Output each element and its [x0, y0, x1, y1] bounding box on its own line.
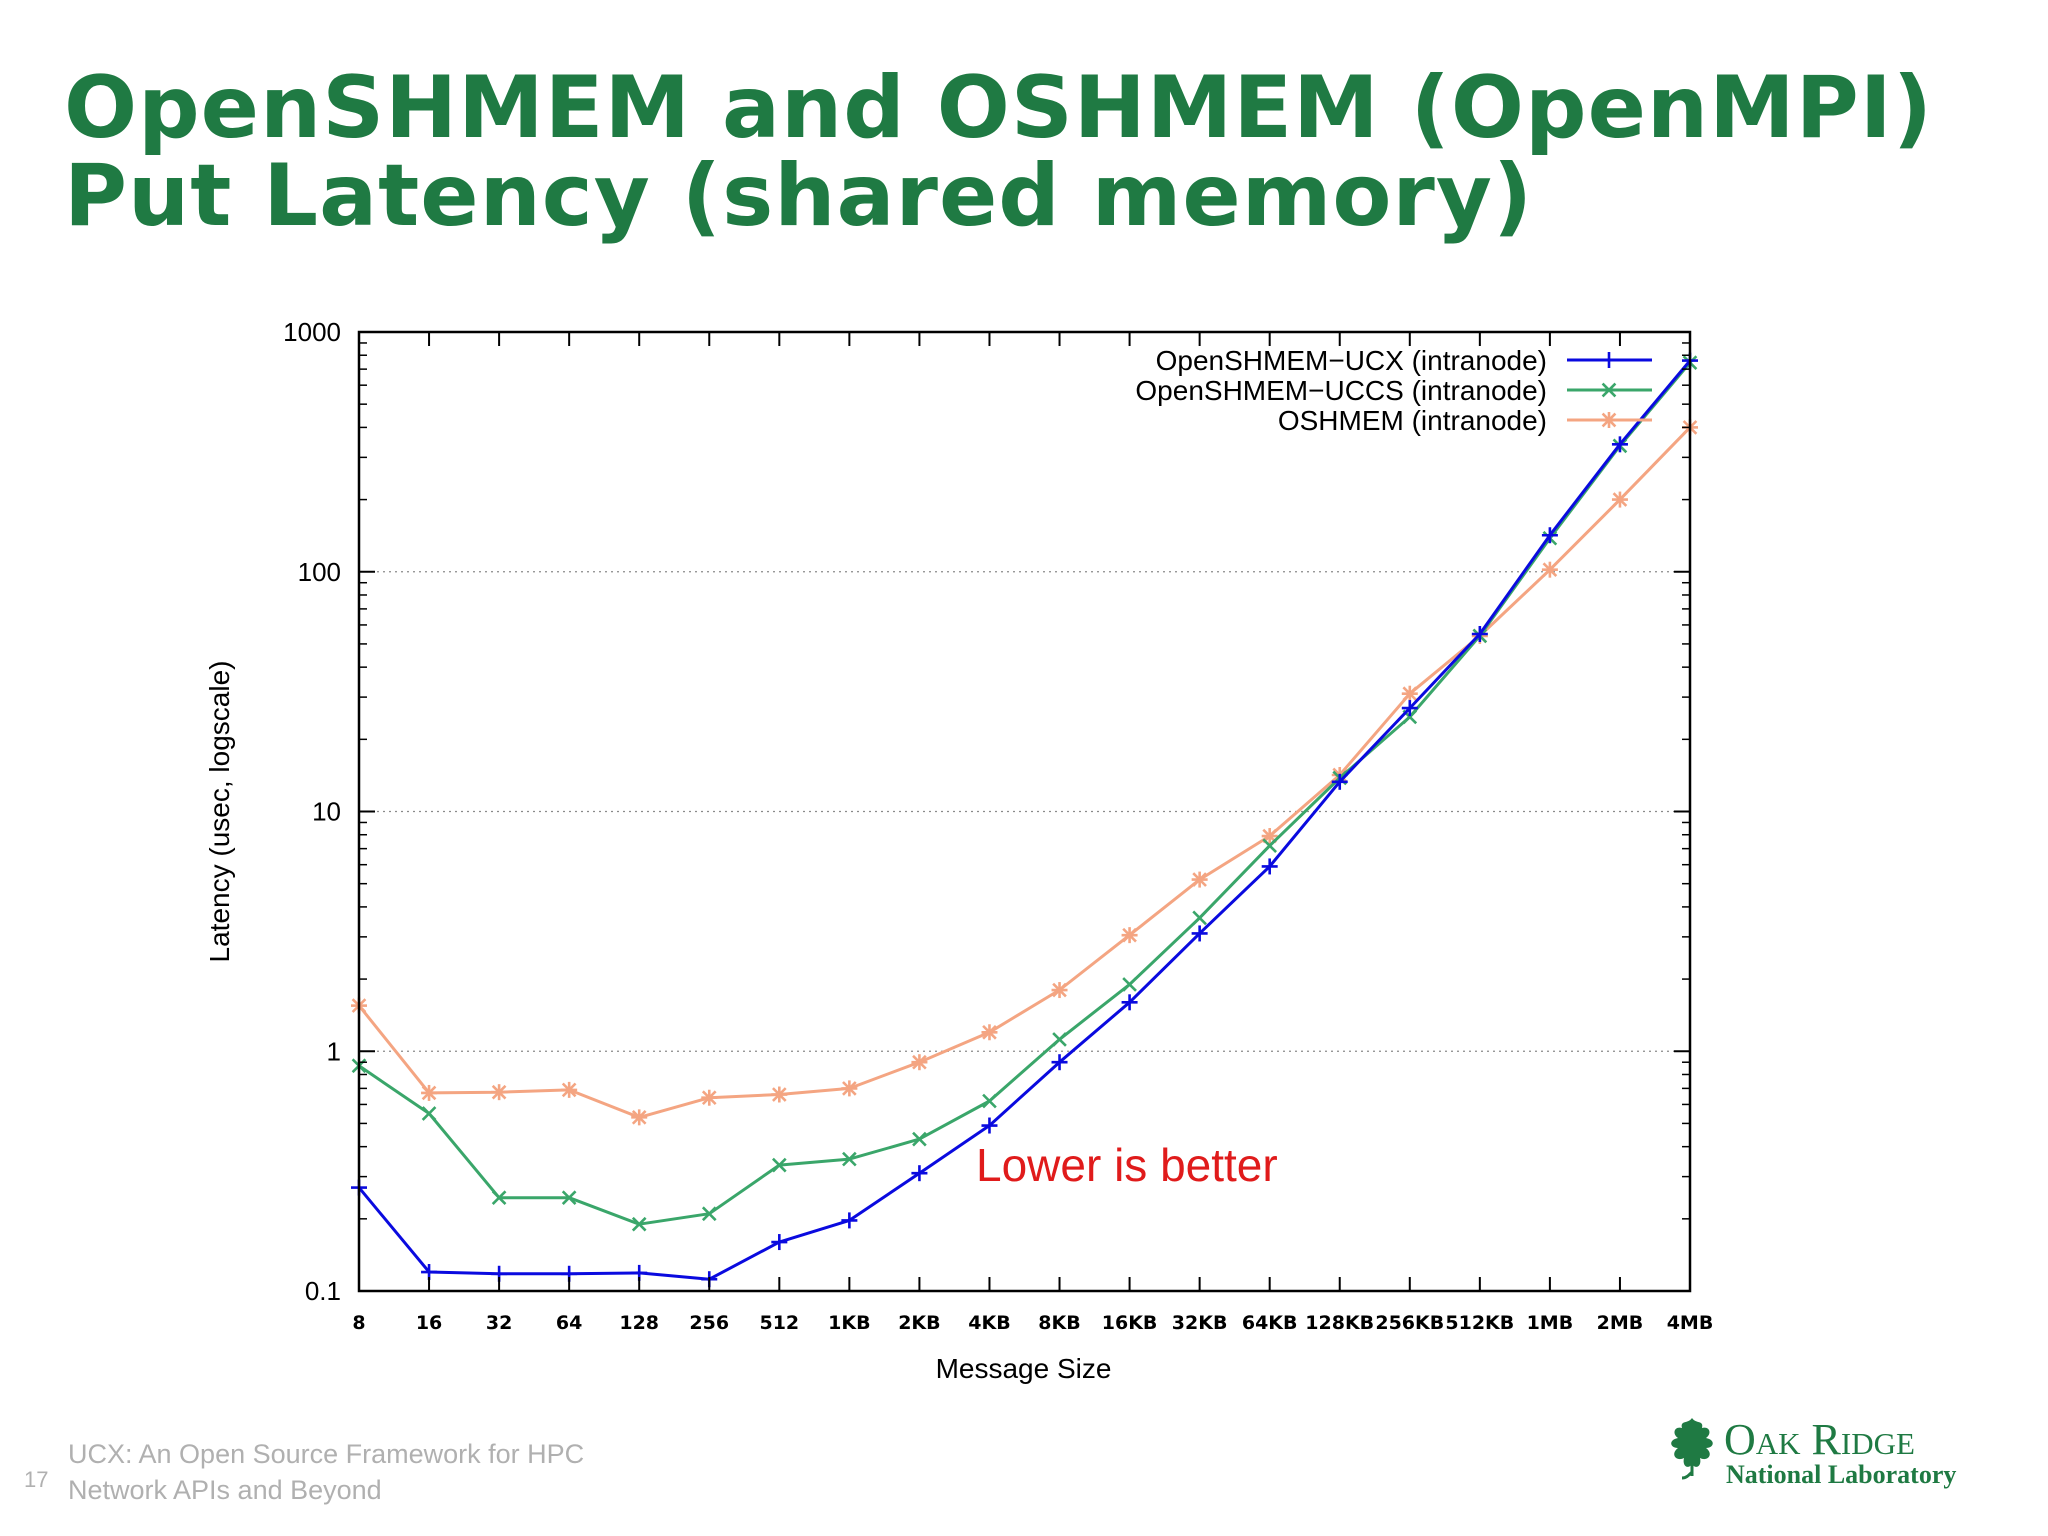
x-tick-label: 2KB	[898, 1312, 940, 1334]
series-line	[357, 359, 1692, 1281]
data-point	[841, 1080, 858, 1097]
legend-label: OSHMEM (intranode)	[1278, 405, 1547, 436]
data-point	[1191, 871, 1208, 888]
slide-title-line-2: Put Latency (shared memory)	[64, 146, 1534, 246]
data-point	[771, 1234, 788, 1251]
page-number: 17	[24, 1467, 49, 1492]
y-tick-label: 10	[312, 797, 341, 827]
series-2	[351, 419, 1698, 1126]
x-tick-label: 8	[352, 1312, 365, 1334]
data-point	[1262, 838, 1278, 854]
data-point	[1601, 412, 1617, 428]
x-tick-label: 512KB	[1445, 1312, 1514, 1334]
data-point	[982, 1093, 997, 1109]
slide-title-line-1: OpenSHMEM and OSHMEM (OpenMPI)	[64, 58, 1934, 158]
data-point	[1331, 773, 1348, 790]
legend-label: OpenSHMEM−UCCS (intranode)	[1135, 375, 1547, 406]
data-point	[1051, 1054, 1068, 1071]
data-point	[912, 1131, 927, 1147]
x-tick-label: 2MB	[1597, 1312, 1644, 1334]
x-tick-label: 128KB	[1305, 1312, 1374, 1334]
y-tick-label: 1000	[283, 317, 341, 347]
data-point	[561, 1190, 577, 1206]
data-point	[1052, 1032, 1067, 1047]
chart-series	[351, 352, 1698, 1288]
x-tick-label: 512	[759, 1312, 799, 1334]
series-1	[351, 355, 1698, 1232]
x-tick-label: 16	[416, 1312, 442, 1334]
x-tick-label: 128	[619, 1312, 659, 1334]
data-point	[771, 1157, 787, 1173]
data-point	[1401, 685, 1418, 702]
chart-legend: OpenSHMEM−UCX (intranode)OpenSHMEM−UCCS …	[1135, 345, 1652, 436]
y-tick-label: 1	[327, 1036, 341, 1066]
data-point	[981, 1117, 998, 1134]
x-tick-label: 64KB	[1242, 1312, 1298, 1334]
x-tick-label: 32	[486, 1312, 512, 1334]
data-point	[771, 1086, 788, 1103]
x-tick-label: 256KB	[1375, 1312, 1444, 1334]
x-tick-label: 8KB	[1038, 1312, 1080, 1334]
data-point	[1121, 927, 1138, 944]
oak-ridge-logo: Oak Ridge National Laboratory	[1660, 1412, 1990, 1492]
data-point	[1261, 858, 1278, 875]
x-tick-label: 64	[556, 1312, 582, 1334]
x-tick-label: 32KB	[1172, 1312, 1228, 1334]
data-point	[1191, 925, 1208, 942]
data-point	[1601, 382, 1617, 398]
data-point	[1122, 977, 1137, 992]
data-point	[911, 1165, 928, 1182]
logo-name: Oak Ridge	[1724, 1415, 1915, 1464]
x-tick-label: 4KB	[968, 1312, 1010, 1334]
data-point	[841, 1212, 858, 1229]
data-point	[561, 1081, 578, 1098]
data-point	[1601, 352, 1617, 368]
x-tick-label: 256	[689, 1312, 729, 1334]
oak-leaf-icon	[1671, 1418, 1713, 1480]
data-point	[491, 1084, 508, 1101]
chart-grid	[359, 571, 1690, 1052]
data-point	[1051, 982, 1068, 999]
legend-label: OpenSHMEM−UCX (intranode)	[1156, 345, 1547, 376]
x-tick-label: 4MB	[1667, 1312, 1714, 1334]
data-point	[1471, 625, 1488, 642]
footer-caption-line-2: Network APIs and Beyond	[68, 1475, 382, 1505]
series-line	[357, 426, 1692, 1119]
data-point	[981, 1024, 998, 1041]
series-line	[358, 361, 1692, 1226]
y-axis-title: Latency (usec, logscale)	[204, 661, 235, 963]
logo-subtitle: National Laboratory	[1726, 1460, 1957, 1489]
data-point	[701, 1206, 717, 1222]
x-tick-label: 16KB	[1102, 1312, 1158, 1334]
lower-is-better-annotation: Lower is better	[976, 1139, 1278, 1191]
data-point	[1611, 436, 1628, 453]
data-point	[631, 1216, 647, 1232]
data-point	[1401, 700, 1418, 717]
footer-caption-line-1: UCX: An Open Source Framework for HPC	[68, 1439, 585, 1469]
data-point	[421, 1084, 438, 1101]
chart-ticks: 1000 100 10 1 0.1 8 16 32 64 128 256 512 1KB 2KB 4KB 8K…	[283, 317, 1713, 1334]
data-point	[1541, 527, 1558, 544]
x-tick-label: 1KB	[828, 1312, 870, 1334]
data-point	[1611, 491, 1628, 508]
x-tick-label: 1MB	[1527, 1312, 1574, 1334]
data-point	[1541, 561, 1558, 578]
footer-caption: UCX: An Open Source Framework for HPC Ne…	[68, 1436, 768, 1508]
data-point	[631, 1109, 648, 1126]
data-point	[701, 1089, 718, 1106]
data-point	[842, 1151, 857, 1167]
slide-title: OpenSHMEM and OSHMEM (OpenMPI) Put Laten…	[64, 64, 1933, 240]
data-point	[1121, 994, 1138, 1011]
data-point	[911, 1054, 928, 1071]
data-point	[491, 1190, 507, 1206]
data-point	[421, 1106, 437, 1121]
data-point	[1192, 910, 1207, 926]
y-tick-label: 100	[298, 557, 341, 587]
y-tick-label: 0.1	[305, 1276, 341, 1306]
x-axis-title: Message Size	[936, 1353, 1112, 1384]
